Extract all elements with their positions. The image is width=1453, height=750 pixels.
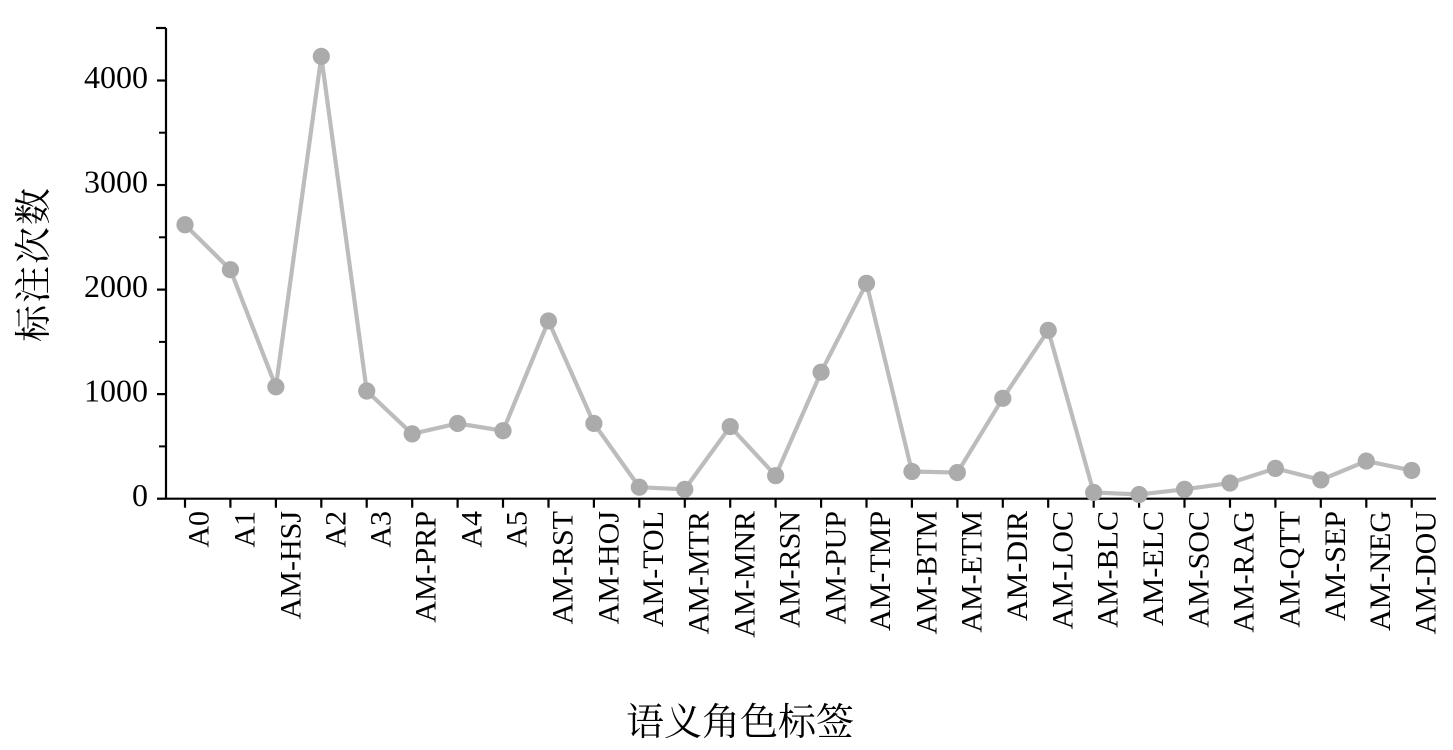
- svg-text:3000: 3000: [84, 163, 148, 199]
- svg-text:1000: 1000: [84, 372, 148, 408]
- svg-text:0: 0: [132, 477, 148, 513]
- svg-text:2000: 2000: [84, 268, 148, 304]
- svg-text:4000: 4000: [84, 59, 148, 95]
